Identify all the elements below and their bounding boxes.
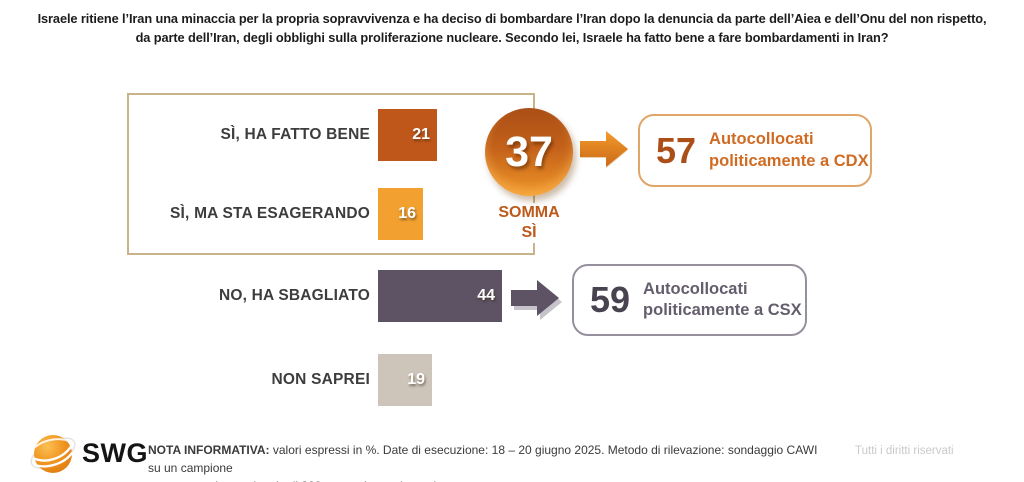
cdx-value: 57 bbox=[656, 129, 697, 171]
bar-row-si-ma-sta-esagerando: SÌ, MA STA ESAGERANDO 16 bbox=[0, 188, 423, 240]
category-label: NON SAPREI bbox=[271, 371, 370, 388]
bar-value: 19 bbox=[407, 371, 425, 388]
category-label: SÌ, MA STA ESAGERANDO bbox=[170, 205, 370, 222]
callout-csx: 59 Autocollocati politicamente a CSX bbox=[572, 264, 807, 336]
somma-si-label: SOMMA SÌ bbox=[483, 203, 575, 243]
bar-si-ma-sta-esagerando: 16 bbox=[378, 188, 423, 240]
note-line1: valori espressi in %. Date di esecuzione… bbox=[148, 443, 818, 475]
csx-value: 59 bbox=[590, 279, 631, 320]
rights-reserved-text: Tutti i diritti riservati bbox=[855, 445, 954, 457]
category-label: NO, HA SBAGLIATO bbox=[218, 287, 370, 304]
somma-si-circle: 37 bbox=[485, 108, 573, 196]
category-label: SÌ, HA FATTO BENE bbox=[220, 126, 370, 143]
bar-value: 44 bbox=[477, 287, 495, 304]
note-line2: rappresentativo nazionale di 800 soggett… bbox=[148, 477, 828, 482]
callout-cdx: 57 Autocollocati politicamente a CDX bbox=[638, 114, 872, 187]
swg-logo-text: SWG bbox=[82, 438, 148, 468]
bar-value: 16 bbox=[398, 205, 416, 222]
bar-row-non-saprei: NON SAPREI 19 bbox=[0, 354, 432, 406]
question-title-line2: da parte dell’Iran, degli obblighi sulla… bbox=[135, 30, 889, 46]
bar-no-ha-sbagliato: 44 bbox=[378, 270, 502, 322]
methodology-note: NOTA INFORMATIVA: valori espressi in %. … bbox=[148, 441, 828, 482]
arrow-right-orange-icon bbox=[580, 131, 628, 168]
arrow-right-purple-icon bbox=[511, 280, 562, 320]
bar-row-no-ha-sbagliato: NO, HA SBAGLIATO 44 bbox=[0, 270, 502, 322]
note-prefix: NOTA INFORMATIVA: bbox=[148, 443, 270, 457]
bar-value: 21 bbox=[412, 126, 430, 143]
bar-non-saprei: 19 bbox=[378, 354, 432, 406]
swg-globe-logo-icon bbox=[30, 435, 76, 473]
question-title-line1: Israele ritiene l’Iran una minaccia per … bbox=[37, 11, 987, 26]
csx-label: Autocollocati politicamente a CSX bbox=[643, 279, 802, 319]
cdx-label: Autocollocati politicamente a CDX bbox=[709, 130, 869, 170]
bar-si-ha-fatto-bene: 21 bbox=[378, 109, 437, 161]
question-title: Israele ritiene l’Iran una minaccia per … bbox=[0, 9, 1024, 47]
somma-si-value: 37 bbox=[505, 127, 553, 176]
bar-row-si-ha-fatto-bene: SÌ, HA FATTO BENE 21 bbox=[0, 109, 437, 161]
